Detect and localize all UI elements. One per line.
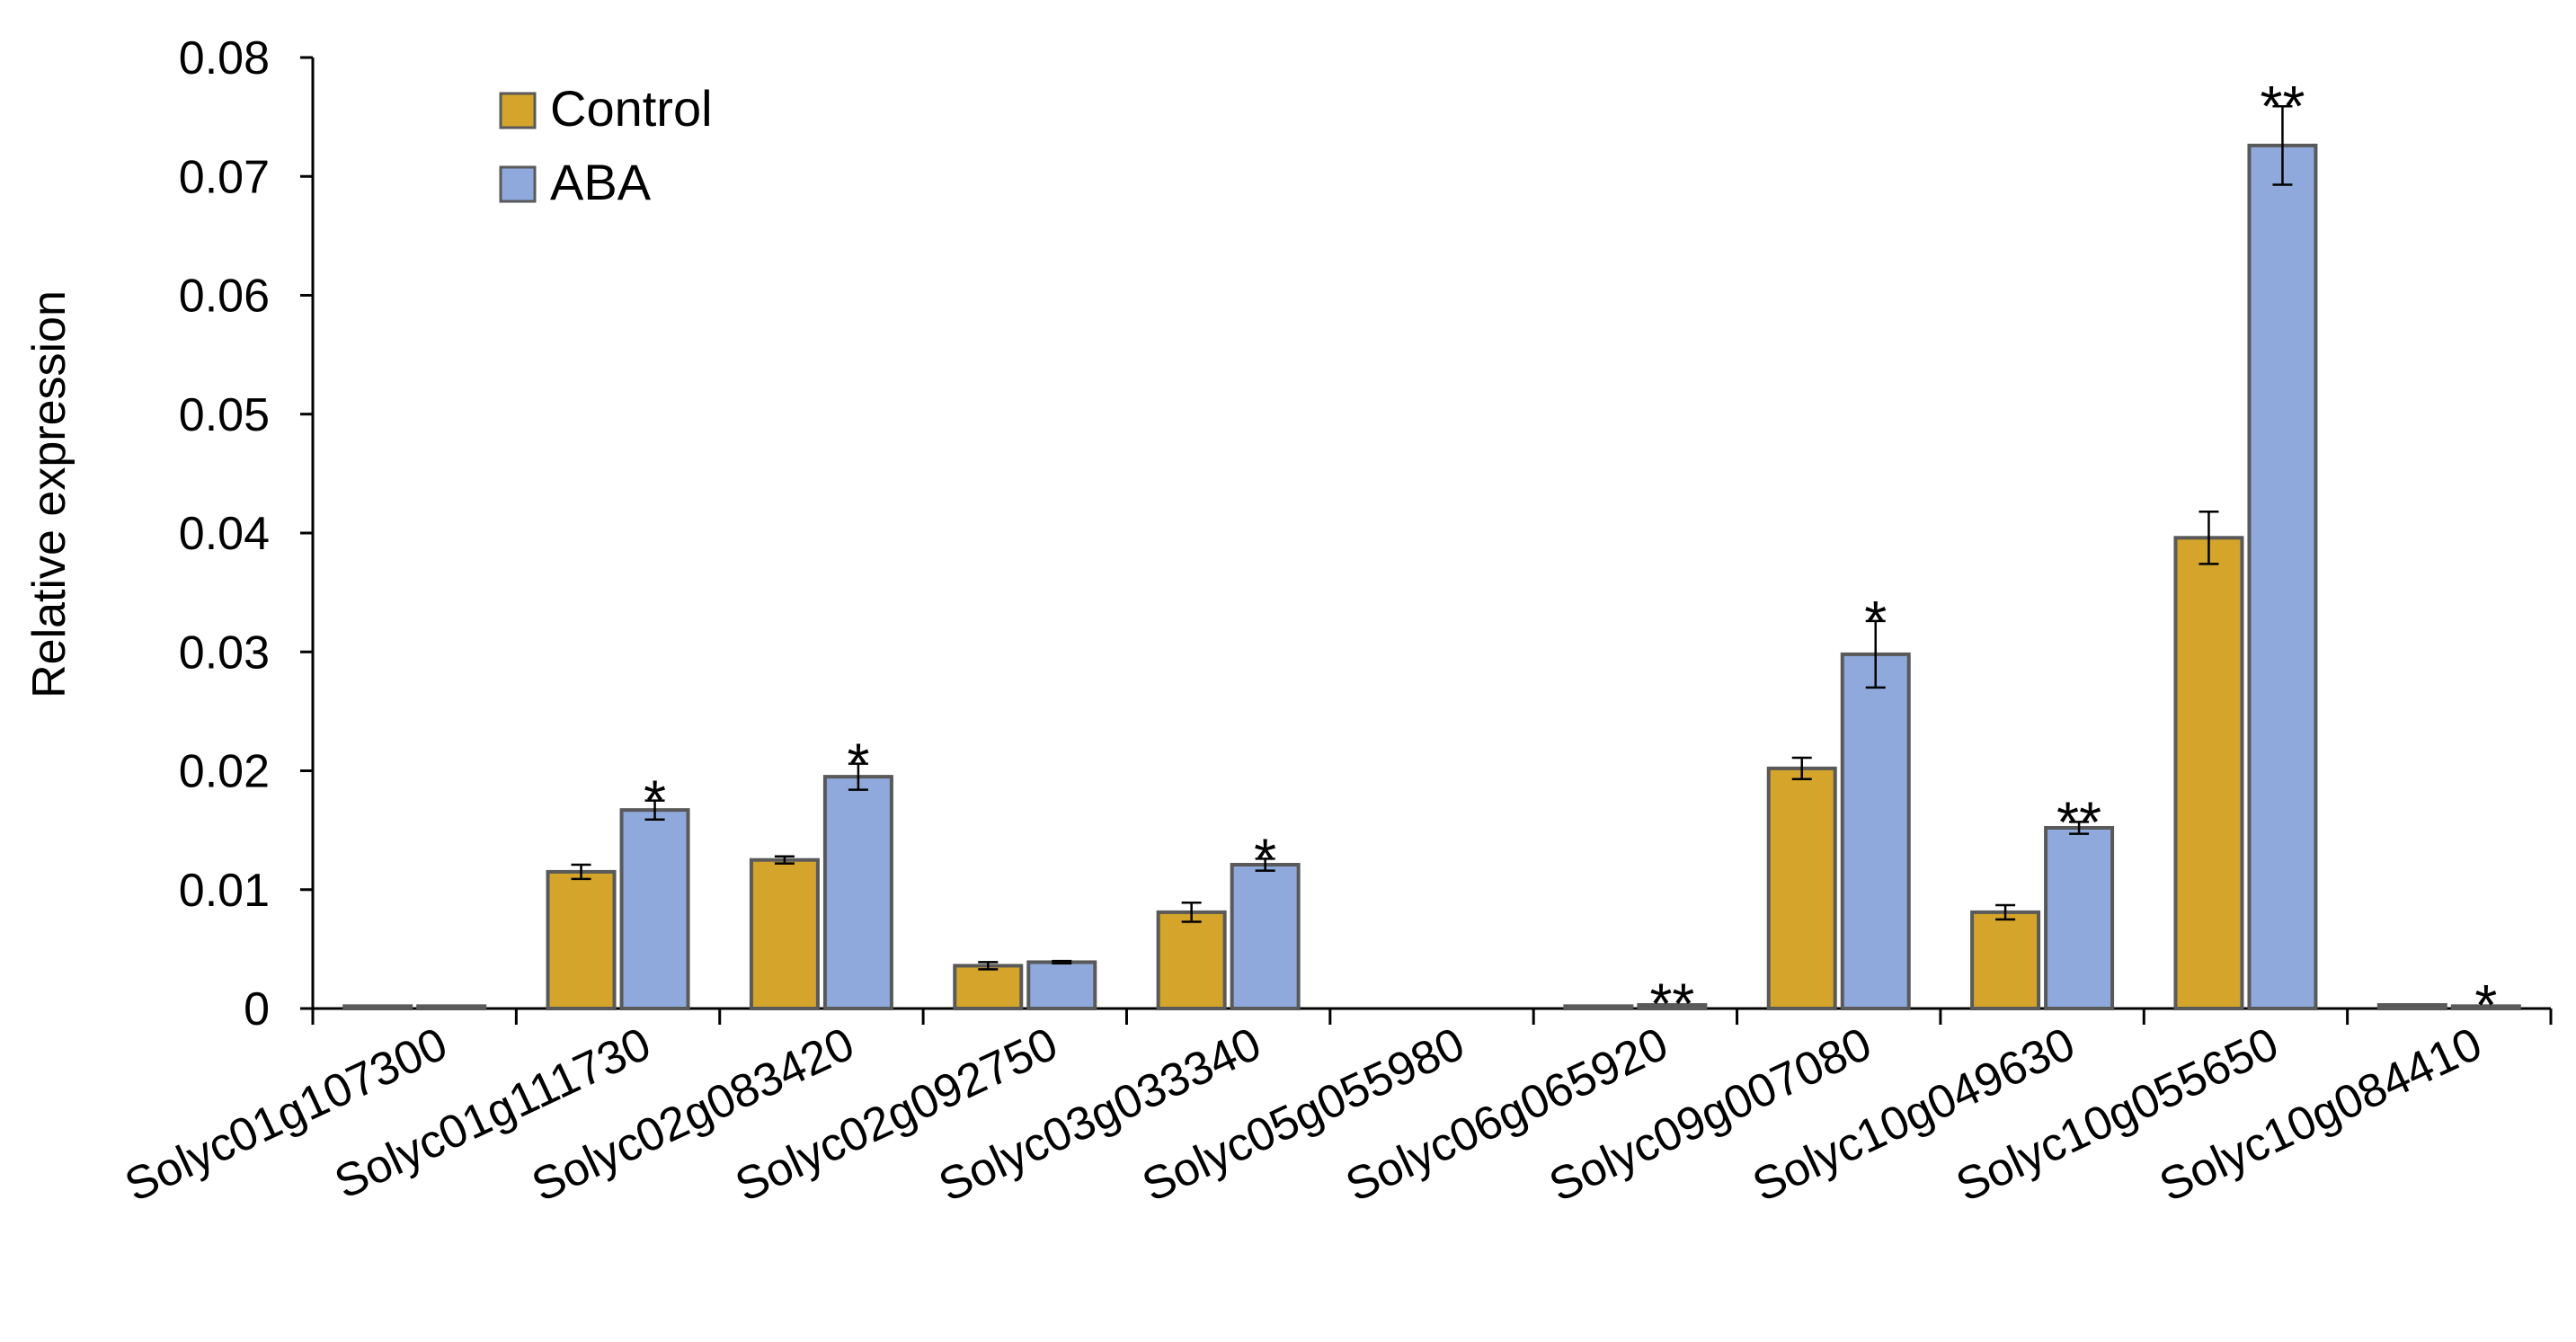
legend-swatch-control xyxy=(499,92,537,129)
bar-control xyxy=(749,858,820,1010)
significance-star: * xyxy=(847,732,869,796)
y-tick-label: 0.01 xyxy=(179,865,270,917)
y-axis: 0 0.01 0.02 0.03 0.04 0.05 0.06 0.07 0.08 xyxy=(179,32,315,1035)
legend-swatch-aba xyxy=(499,165,537,203)
bar-aba xyxy=(619,808,690,1011)
significance-markers: *********** xyxy=(644,74,2497,1037)
bar-control xyxy=(546,869,617,1010)
bar-control xyxy=(2173,536,2244,1010)
significance-star: * xyxy=(644,769,666,833)
bar-control xyxy=(2376,1003,2447,1010)
bar-control xyxy=(1970,910,2041,1010)
x-axis: Solyc01g107300Solyc01g111730Solyc02g0834… xyxy=(118,1007,2553,1213)
bar-aba xyxy=(1637,1003,1708,1010)
legend-label-aba: ABA xyxy=(550,154,652,210)
y-tick-label: 0 xyxy=(244,983,270,1035)
bar-control xyxy=(1563,1004,1634,1010)
y-axis-title: Relative expression xyxy=(23,290,76,698)
bar-control xyxy=(1156,910,1227,1010)
bar-control xyxy=(1766,766,1837,1010)
bar-aba xyxy=(2450,1004,2521,1010)
y-tick-label: 0.03 xyxy=(179,627,270,679)
y-tick-label: 0.07 xyxy=(179,151,270,203)
error-bars xyxy=(571,104,2293,971)
bar-control xyxy=(953,964,1024,1011)
bar-aba xyxy=(1230,862,1301,1010)
significance-star: ** xyxy=(2261,74,2305,138)
y-tick-label: 0.04 xyxy=(179,508,270,560)
bar-aba xyxy=(416,1004,487,1010)
significance-star: * xyxy=(2474,973,2497,1037)
bar-aba xyxy=(2247,143,2318,1011)
bar-aba xyxy=(2044,825,2115,1010)
legend-label-control: Control xyxy=(550,80,713,137)
bar-aba xyxy=(1026,960,1097,1010)
bars xyxy=(342,143,2521,1011)
bar-control xyxy=(342,1004,413,1010)
significance-star: ** xyxy=(1649,972,1694,1036)
legend: Control ABA xyxy=(499,80,713,210)
significance-star: * xyxy=(1864,589,1887,653)
significance-star: * xyxy=(1254,826,1276,891)
bar-aba xyxy=(1840,652,1911,1011)
y-tick-label: 0.08 xyxy=(179,32,270,84)
bar-aba xyxy=(822,775,893,1010)
y-tick-label: 0.02 xyxy=(179,746,270,798)
significance-star: ** xyxy=(2056,789,2101,854)
y-tick-label: 0.06 xyxy=(179,271,270,323)
y-tick-label: 0.05 xyxy=(179,389,270,441)
